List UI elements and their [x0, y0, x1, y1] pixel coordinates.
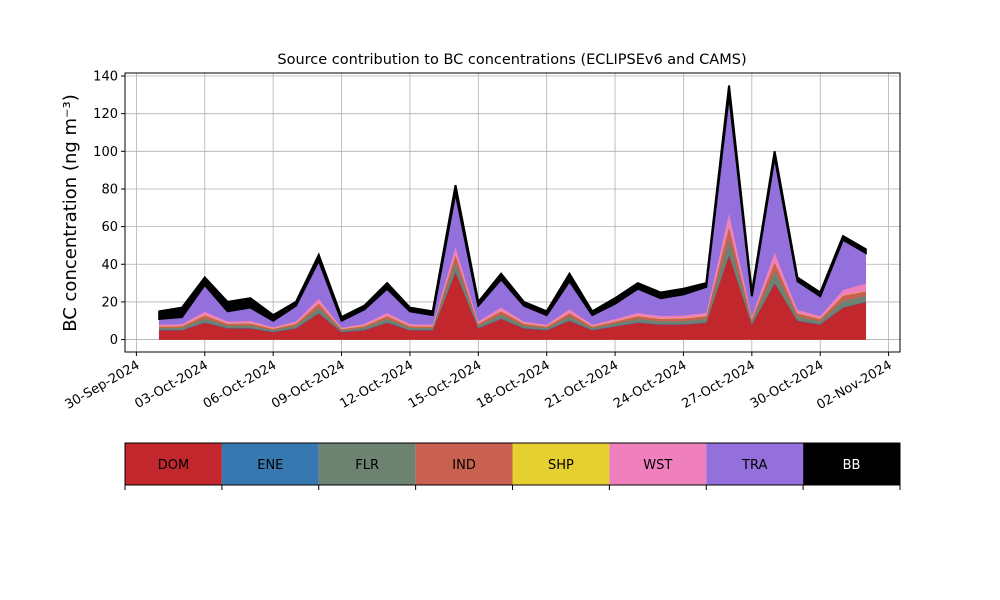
legend-swatch [706, 443, 804, 485]
legend-swatch [415, 443, 513, 485]
legend-label: WST [643, 458, 672, 473]
legend-swatch [512, 443, 610, 485]
y-tick-label: 120 [93, 107, 118, 122]
chart-title: Source contribution to BC concentrations… [277, 52, 746, 68]
y-tick-label: 20 [101, 295, 118, 310]
x-tick-label: 02-Nov-2024 [814, 358, 894, 413]
y-tick-label: 80 [101, 182, 118, 197]
legend-swatch [609, 443, 707, 485]
x-tick-label: 21-Oct-2024 [543, 358, 621, 412]
x-tick-label: 09-Oct-2024 [269, 358, 347, 412]
x-tick-label: 15-Oct-2024 [406, 358, 484, 412]
y-tick-label: 60 [101, 220, 118, 235]
x-tick-label: 18-Oct-2024 [474, 358, 552, 412]
legend-frame [124, 442, 901, 486]
x-tick-label: 30-Oct-2024 [748, 358, 826, 412]
legend-swatch [125, 443, 222, 485]
y-tick-label: 40 [101, 258, 118, 273]
legend-label: SHP [548, 458, 574, 473]
legend-label: IND [452, 458, 476, 473]
legend-label: TRA [741, 458, 767, 473]
legend-label: FLR [355, 458, 379, 473]
y-tick-label: 0 [110, 333, 118, 348]
legend-label: BB [843, 458, 861, 473]
legend-swatch [803, 443, 900, 485]
x-tick-label: 30-Sep-2024 [63, 358, 143, 413]
y-tick-label: 140 [93, 70, 118, 85]
legend: DOM ENE FLR IND SHP WST TRA BB [124, 442, 901, 490]
plot-frame [124, 72, 901, 353]
legend-label: ENE [257, 458, 283, 473]
areas [158, 85, 867, 340]
x-tick-label: 27-Oct-2024 [679, 358, 757, 412]
y-tick-label: 100 [93, 145, 118, 160]
legend-swatch [221, 443, 319, 485]
x-tick-label: 12-Oct-2024 [338, 358, 416, 412]
x-tick-label: 03-Oct-2024 [132, 358, 210, 412]
x-tick-label: 06-Oct-2024 [201, 358, 279, 412]
area [158, 85, 867, 323]
y-axis-label: BC concentration (ng m⁻³) [60, 94, 81, 332]
legend-swatch [318, 443, 416, 485]
legend-label: DOM [158, 458, 189, 473]
x-tick-label: 24-Oct-2024 [611, 358, 689, 412]
